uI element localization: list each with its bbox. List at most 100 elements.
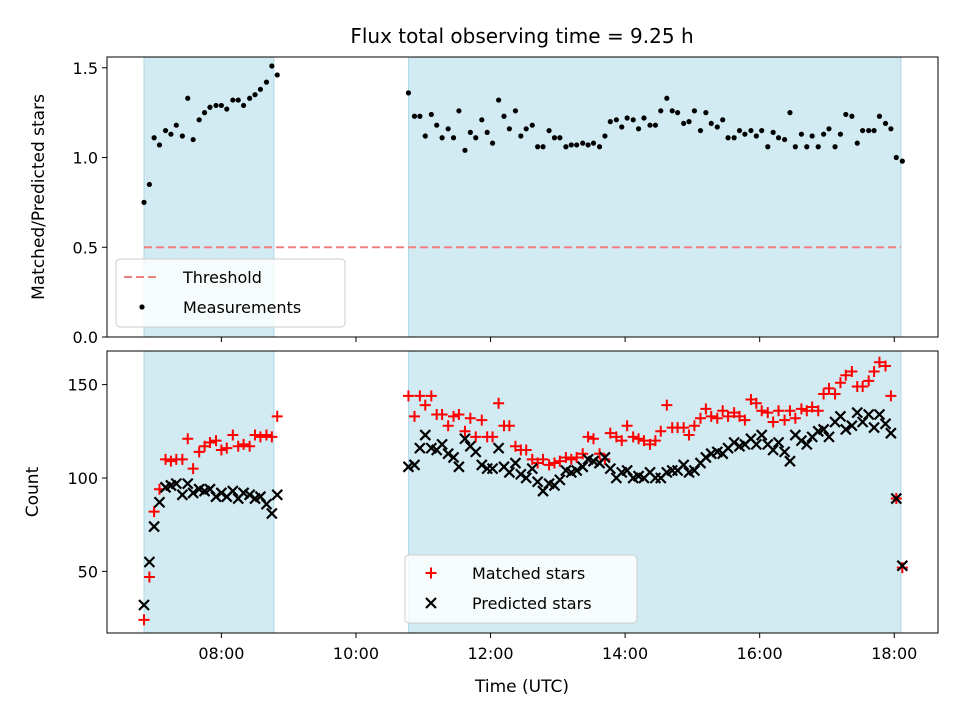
top-y-tick-label: 0.0 [73, 328, 98, 347]
top-data-point [686, 119, 692, 125]
top-data-point [173, 122, 179, 128]
top-data-point [540, 144, 546, 150]
bottom-data-point [678, 422, 690, 434]
bottom-data-point [863, 375, 875, 387]
top-data-point [512, 108, 519, 114]
top-data-point [658, 108, 664, 114]
bottom-data-point [414, 442, 426, 454]
bottom-data-point [143, 571, 155, 583]
top-data-point [748, 127, 754, 134]
top-data-point [770, 129, 776, 135]
top-data-point [647, 122, 653, 128]
top-data-point [207, 104, 213, 110]
legend-measurements-swatch [139, 304, 145, 310]
top-data-point [736, 127, 743, 134]
legend-matched-swatch [425, 567, 437, 579]
bottom-observing-window [143, 350, 275, 634]
top-data-point [882, 120, 889, 127]
top-data-point [557, 135, 563, 141]
top-data-point [742, 131, 748, 137]
top-data-point [269, 63, 275, 69]
bottom-data-point [823, 431, 835, 443]
legend-predicted-swatch [425, 597, 437, 609]
top-data-point [669, 108, 675, 114]
top-data-point [445, 126, 451, 132]
bottom-data-point [442, 420, 454, 432]
top-data-point [809, 133, 815, 139]
bottom-data-point [722, 410, 734, 422]
bottom-data-point [587, 433, 599, 445]
bottom-data-point [885, 390, 897, 402]
bottom-data-point [160, 453, 172, 465]
bottom-data-point [402, 390, 414, 402]
bottom-data-point [447, 451, 460, 464]
bottom-data-point [408, 459, 421, 471]
bottom-data-point [577, 448, 589, 460]
top-data-point [837, 131, 844, 137]
top-data-point [484, 129, 490, 135]
bottom-data-point [604, 462, 617, 475]
bottom-data-point [176, 489, 189, 501]
top-data-point [574, 142, 580, 148]
bottom-data-point [249, 429, 261, 441]
bottom-data-point [576, 461, 589, 473]
top-y-tick-label: 1.0 [73, 149, 98, 168]
bottom-data-point [271, 489, 284, 501]
bottom-data-point [599, 453, 611, 465]
bottom-data-point [879, 418, 892, 430]
bottom-data-point [890, 492, 903, 505]
bottom-data-point [492, 442, 505, 454]
bottom-data-point [469, 446, 482, 458]
x-tick-label: 08:00 [198, 644, 244, 663]
top-data-point [240, 102, 247, 109]
bottom-data-point [755, 429, 768, 441]
top-data-point [641, 115, 647, 121]
bottom-legend: Matched stars Predicted stars [404, 554, 638, 624]
bottom-panel: 50 100 150 08:00 10:00 12:00 14:00 16:00 18:00 Co… [23, 350, 939, 663]
top-data-point [201, 110, 208, 116]
top-data-point [489, 140, 496, 146]
bottom-data-point [165, 455, 177, 467]
bottom-data-point [182, 433, 194, 445]
bottom-data-point [187, 463, 199, 475]
bottom-data-point [789, 412, 801, 424]
bottom-data-point [227, 429, 239, 441]
top-data-point [162, 127, 169, 134]
top-data-point [422, 133, 428, 139]
bottom-data-point [459, 425, 471, 437]
bottom-data-point [638, 435, 650, 447]
bottom-data-point [243, 489, 256, 501]
bottom-data-point [221, 442, 233, 454]
bottom-data-point [896, 559, 909, 572]
bottom-data-point [633, 433, 645, 445]
bottom-data-point [677, 459, 690, 471]
bottom-data-point [181, 477, 194, 490]
bottom-data-point [419, 399, 431, 411]
top-data-point [781, 136, 788, 143]
top-data-point [849, 113, 855, 119]
top-data-point [753, 133, 759, 139]
bottom-data-point [818, 388, 830, 400]
top-data-point [434, 122, 440, 128]
bottom-data-point [138, 599, 150, 611]
bottom-data-point [215, 487, 228, 499]
bottom-data-point [425, 390, 437, 402]
bottom-data-point [868, 366, 880, 378]
top-data-point [190, 136, 196, 143]
bottom-data-point [260, 429, 272, 441]
bottom-data-point [756, 405, 768, 417]
top-data-point [635, 126, 642, 132]
top-data-point [518, 133, 524, 139]
bottom-data-point [170, 477, 183, 490]
top-data-point [775, 135, 782, 141]
bottom-data-point [784, 455, 796, 467]
top-data-point [213, 102, 219, 109]
top-data-point [792, 144, 798, 150]
bottom-data-point [688, 420, 700, 432]
top-data-point [765, 144, 771, 150]
bottom-data-point [204, 437, 216, 449]
bottom-y-axis-label: Count [23, 466, 43, 517]
bottom-data-point [436, 408, 448, 420]
top-legend: Threshold Measurements [115, 258, 346, 328]
top-data-point [708, 120, 714, 127]
